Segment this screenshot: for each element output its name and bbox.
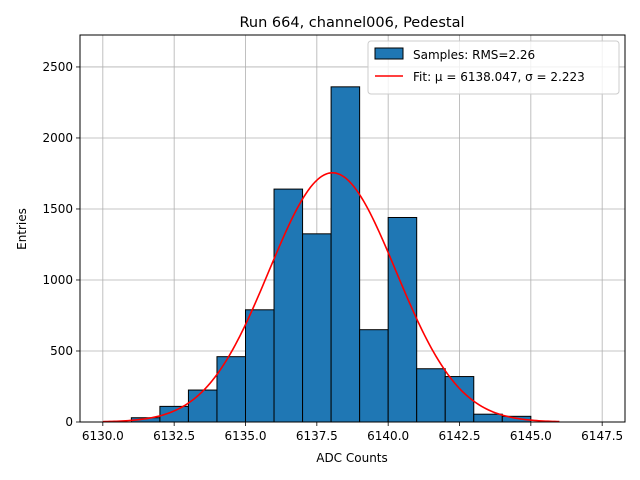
histogram-bars: [130, 86, 532, 423]
x-axis-label: ADC Counts: [316, 451, 388, 465]
x-tick-label: 6147.5: [581, 429, 623, 443]
chart-title: Run 664, channel006, Pedestal: [239, 15, 464, 31]
histogram-bar: [359, 329, 389, 423]
histogram-bar: [330, 86, 361, 423]
x-tick-label: 6130.0: [82, 429, 124, 443]
x-tick-label: 6140.0: [367, 429, 409, 443]
gaussian-fit-curve: [102, 171, 560, 423]
legend: Samples: RMS=2.26 Fit: μ = 6138.047, σ =…: [367, 40, 620, 95]
histogram-bar: [273, 188, 304, 423]
y-tick-label: 2000: [42, 131, 73, 145]
legend-label-samples: Samples: RMS=2.26: [413, 48, 535, 62]
histogram-bar: [302, 233, 332, 423]
legend-box: [367, 40, 620, 95]
y-tick-label: 500: [50, 344, 73, 358]
plot-frame: [79, 34, 626, 423]
y-tick-label: 1500: [42, 202, 73, 216]
x-tick-label: 6145.0: [510, 429, 552, 443]
y-tick-label: 2500: [42, 60, 73, 74]
y-axis-label: Entries: [15, 208, 29, 250]
histogram-bar: [444, 376, 475, 423]
x-tick-label: 6137.5: [296, 429, 338, 443]
histogram-bar: [387, 216, 418, 423]
y-tick-label: 0: [65, 415, 73, 429]
legend-swatch-samples: [374, 47, 404, 60]
y-tick-label: 1000: [42, 273, 73, 287]
legend-label-fit: Fit: μ = 6138.047, σ = 2.223: [413, 70, 585, 84]
histogram-bar: [187, 389, 218, 423]
x-tick-label: 6132.5: [153, 429, 195, 443]
histogram-bar: [416, 368, 446, 423]
x-tick-label: 6135.0: [224, 429, 266, 443]
histogram-bar: [216, 356, 246, 423]
x-tick-label: 6142.5: [439, 429, 481, 443]
y-axis: 0 500 1000 1500 2000 2500: [42, 60, 80, 429]
histogram-bar: [244, 309, 275, 423]
histogram-bar: [473, 413, 503, 423]
x-axis: 6130.0 6132.5 6135.0 6137.5 6140.0 6142.5 6145…: [82, 422, 623, 443]
